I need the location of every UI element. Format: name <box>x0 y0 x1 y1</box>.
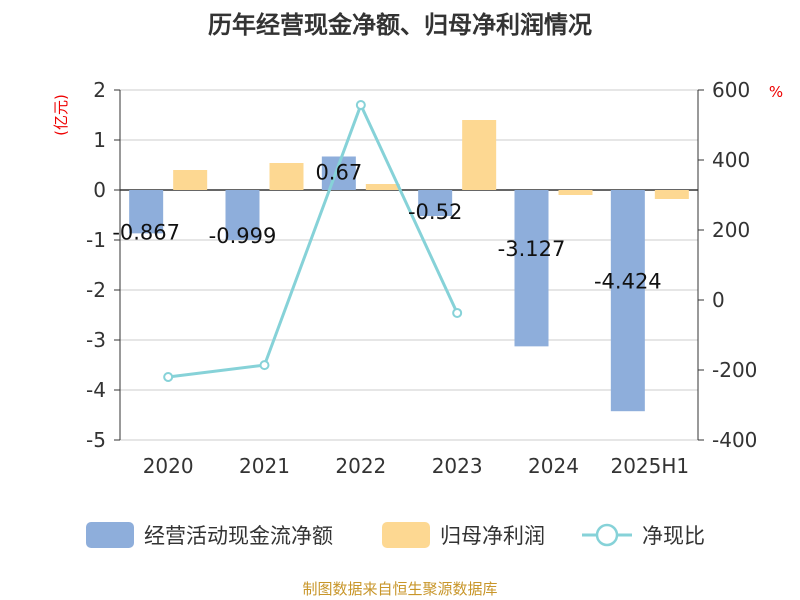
point-ratio <box>163 372 174 382</box>
left-tick-label: -4 <box>86 378 106 402</box>
bar-label-cashflow: -3.127 <box>498 237 566 261</box>
legend-swatch-profit <box>382 522 430 548</box>
point-ratio <box>355 100 366 111</box>
legend-marker-ratio <box>595 523 619 547</box>
left-axis-label: (亿元) <box>52 94 70 136</box>
bar-profit <box>462 120 497 190</box>
bar-profit <box>654 190 689 199</box>
bar-label-cashflow: 0.67 <box>315 160 362 184</box>
bar-label-cashflow: -0.867 <box>112 221 180 245</box>
left-tick-label: 0 <box>93 178 106 202</box>
bar-label-cashflow: -0.52 <box>408 200 462 224</box>
point-ratio <box>259 360 270 371</box>
right-tick-label: 200 <box>712 218 750 242</box>
x-tick-label: 2020 <box>143 454 194 478</box>
left-tick-label: 1 <box>93 128 106 152</box>
left-tick-label: 2 <box>93 78 106 102</box>
point-ratio <box>452 307 463 318</box>
legend-swatch-cashflow <box>86 522 134 548</box>
bar-cashflow <box>418 190 453 216</box>
bar-label-cashflow: -4.424 <box>594 270 662 294</box>
bar-cashflow <box>514 190 549 347</box>
left-tick-label: -1 <box>86 228 106 252</box>
left-tick-label: -3 <box>86 328 106 352</box>
x-tick-label: 2025H1 <box>610 454 689 478</box>
x-tick-label: 2022 <box>335 454 386 478</box>
bar-cashflow <box>225 190 260 240</box>
bar-profit <box>173 170 208 190</box>
right-tick-label: 400 <box>712 148 750 172</box>
legend: 经营活动现金流净额 归母净利润 净现比 <box>86 522 705 548</box>
right-tick-label: 0 <box>712 288 725 312</box>
legend-label-cashflow: 经营活动现金流净额 <box>144 524 333 548</box>
chart-title: 历年经营现金净额、归母净利润情况 <box>208 11 592 39</box>
bar-profit <box>558 190 593 195</box>
bar-cashflow <box>610 190 645 412</box>
bar-label-cashflow: -0.999 <box>209 224 277 248</box>
bar-profit <box>365 184 400 190</box>
x-tick-label: 2024 <box>528 454 579 478</box>
source-note: 制图数据来自恒生聚源数据库 <box>302 580 497 598</box>
left-tick-label: -2 <box>86 278 106 302</box>
right-tick-label: 600 <box>712 78 750 102</box>
line-ratio <box>167 101 459 379</box>
bar-cashflow <box>129 190 164 234</box>
bar-profit <box>269 163 304 190</box>
left-tick-label: -5 <box>86 428 106 452</box>
right-axis-label: % <box>769 83 783 101</box>
legend-label-profit: 归母净利润 <box>440 524 545 548</box>
x-tick-label: 2023 <box>432 454 483 478</box>
right-tick-label: -400 <box>712 428 757 452</box>
right-tick-label: -200 <box>712 358 757 382</box>
x-tick-label: 2021 <box>239 454 290 478</box>
legend-label-ratio: 净现比 <box>642 524 705 548</box>
